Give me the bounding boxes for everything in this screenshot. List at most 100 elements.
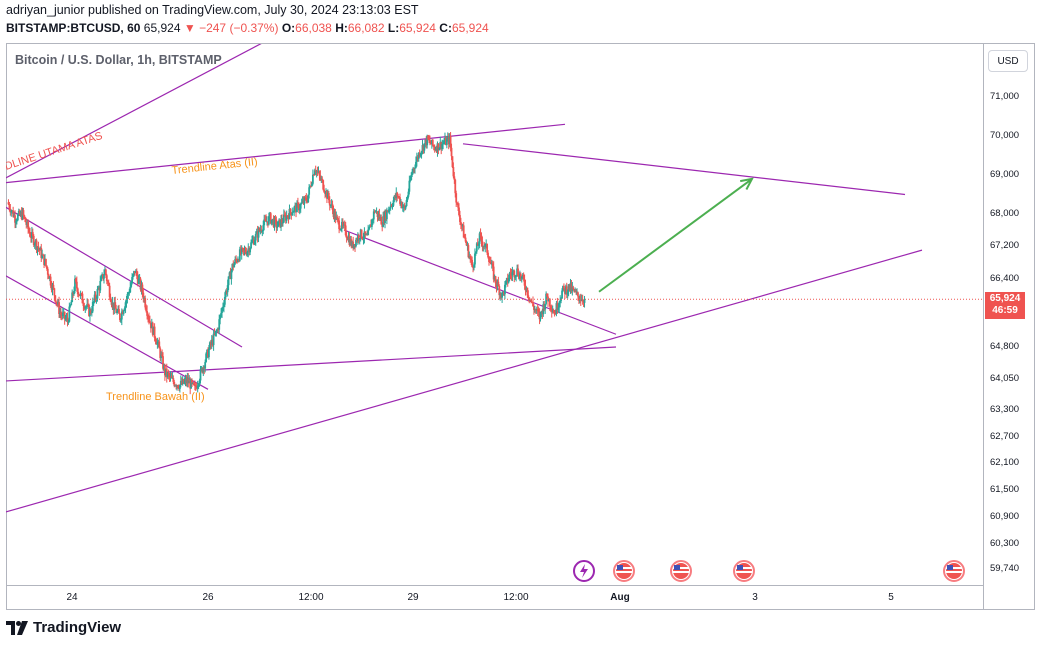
candle-body xyxy=(373,211,376,213)
candle-body xyxy=(285,215,288,221)
candlestick-chart[interactable]: DLINE UTAMA ATAS Trendline Atas (II) Trend… xyxy=(6,44,983,585)
candle xyxy=(279,219,282,229)
candle-body xyxy=(493,276,496,280)
candle-body xyxy=(193,382,195,386)
candle-body xyxy=(484,244,487,247)
candle xyxy=(188,375,191,384)
currency-button[interactable]: USD xyxy=(988,50,1028,72)
candle-body xyxy=(9,208,12,213)
candle xyxy=(564,284,567,295)
lightning-icon[interactable] xyxy=(573,560,595,582)
candle-body xyxy=(202,366,205,373)
candle xyxy=(285,210,288,224)
candle-body xyxy=(166,372,169,377)
open-label: O: xyxy=(281,21,296,35)
candle xyxy=(222,302,224,312)
candle xyxy=(582,299,585,308)
trendline xyxy=(6,346,617,382)
candle-body xyxy=(314,170,317,173)
close-value: 65,924 xyxy=(451,21,489,35)
candle-body xyxy=(199,369,202,381)
candle-body xyxy=(326,193,329,199)
candle-body xyxy=(119,319,122,321)
chart-frame xyxy=(6,43,1035,610)
candle-body xyxy=(272,218,275,227)
tradingview-logo[interactable]: TradingView xyxy=(6,619,121,636)
candle xyxy=(126,291,129,304)
candle-body xyxy=(96,289,99,299)
candle xyxy=(181,376,184,386)
candle-body xyxy=(582,301,585,303)
candle-body xyxy=(40,247,43,258)
candle xyxy=(139,276,142,292)
candle xyxy=(177,384,179,389)
candle-body xyxy=(415,156,418,162)
candle-body xyxy=(138,278,141,280)
candle xyxy=(7,199,10,205)
us-flag-icon[interactable] xyxy=(943,560,965,582)
candle-body xyxy=(116,311,119,313)
candle-body xyxy=(143,298,146,300)
candle-body xyxy=(341,221,343,229)
candle xyxy=(571,281,574,296)
candle-body xyxy=(364,231,367,235)
candle xyxy=(499,291,502,301)
candle xyxy=(303,196,306,209)
candle-body xyxy=(61,313,64,317)
candle-body xyxy=(537,311,540,313)
us-flag-icon[interactable] xyxy=(613,560,635,582)
candle xyxy=(180,377,183,386)
candle-body xyxy=(237,259,239,262)
candle xyxy=(257,226,260,243)
candle xyxy=(193,381,195,386)
candle-body xyxy=(128,292,131,294)
candle xyxy=(80,292,83,297)
price-tick-label: 64,050 xyxy=(990,373,1020,384)
candle-body xyxy=(562,285,564,291)
candle-body xyxy=(157,341,160,343)
candle xyxy=(237,258,240,263)
candle xyxy=(340,228,342,232)
candle xyxy=(57,298,60,307)
candle xyxy=(161,349,163,358)
candle xyxy=(83,302,86,311)
us-flag-icon[interactable] xyxy=(733,560,755,582)
candle xyxy=(53,287,56,301)
candle xyxy=(244,246,247,255)
candle xyxy=(146,305,148,320)
chart-plot-area[interactable]: DLINE UTAMA ATAS Trendline Atas (II) Trend… xyxy=(6,44,983,585)
candle xyxy=(280,214,282,232)
candle-body xyxy=(384,211,386,223)
candle xyxy=(444,132,446,145)
us-flag-icon[interactable] xyxy=(670,560,692,582)
candle-body xyxy=(483,246,486,248)
candle-body xyxy=(222,306,224,309)
candle-body xyxy=(181,379,184,385)
candle xyxy=(274,215,277,225)
price-change: −247 (−0.37%) xyxy=(199,21,279,35)
overlay-layer: DLINE UTAMA ATAS Trendline Atas (II) Trend… xyxy=(6,130,983,403)
candle-body xyxy=(353,244,356,249)
candle-body xyxy=(487,252,489,258)
candle xyxy=(412,166,415,175)
candle xyxy=(557,303,560,313)
candle xyxy=(459,217,462,230)
candle-body xyxy=(345,235,348,239)
candle-body xyxy=(30,232,33,238)
candle xyxy=(77,291,80,298)
candle-body xyxy=(495,283,498,287)
candle xyxy=(336,214,339,223)
candle-body xyxy=(227,276,230,286)
candle xyxy=(20,207,23,221)
candle xyxy=(511,266,514,282)
candle xyxy=(102,274,104,281)
trendline xyxy=(6,123,566,184)
candle-body xyxy=(293,207,296,212)
candle xyxy=(382,211,385,228)
candle xyxy=(277,221,280,227)
candle xyxy=(448,133,451,148)
candle xyxy=(167,369,170,380)
candle-body xyxy=(165,368,168,377)
candle xyxy=(76,287,79,298)
candle-body xyxy=(385,211,387,220)
